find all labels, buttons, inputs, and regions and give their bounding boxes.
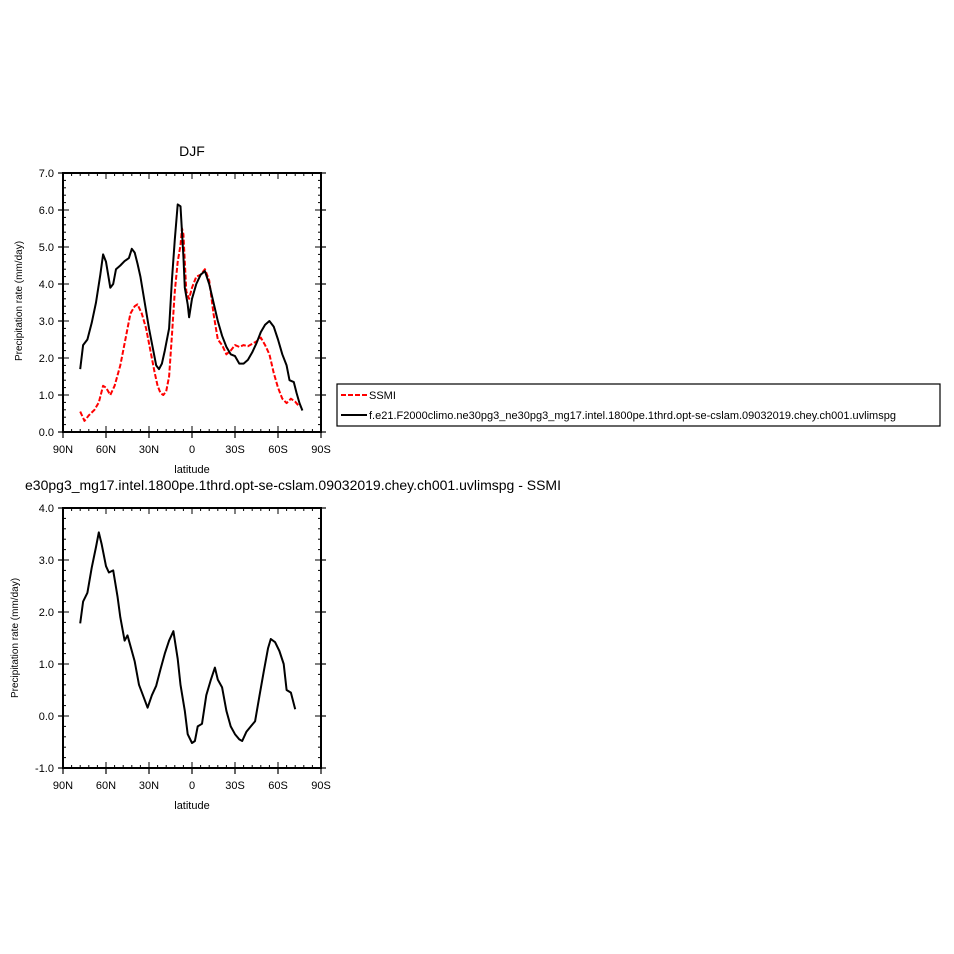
top-panel-x-axis-label: latitude — [174, 464, 209, 476]
top-panel-series — [79, 203, 304, 422]
bottom-x-tick-label: 30S — [225, 780, 245, 792]
top-panel-plot-frame — [62, 172, 322, 433]
top-y-tick-label: 3.0 — [39, 316, 54, 328]
bottom-x-tick-label: 60S — [268, 780, 288, 792]
bottom-panel-title: e30pg3_mg17.intel.1800pe.1thrd.opt-se-cs… — [25, 477, 561, 493]
legend-label-model: f.e21.F2000climo.ne30pg3_ne30pg3_mg17.in… — [369, 410, 896, 422]
bottom-x-tick-label: 90N — [53, 780, 73, 792]
bottom-y-tick-label: 4.0 — [39, 503, 54, 515]
bottom-x-tick-label: 30N — [139, 780, 159, 792]
bottom-x-tick-label: 0 — [189, 780, 195, 792]
top-y-tick-label: 2.0 — [39, 353, 54, 365]
top-y-tick-label: 1.0 — [39, 390, 54, 402]
top-x-tick-label: 60N — [96, 444, 116, 456]
legend-label-ssmi: SSMI — [369, 390, 396, 402]
top-x-tick-label: 90S — [311, 444, 331, 456]
bottom-panel-ticks: 90N 60N 30N 0 30S 60S 90S -1.0 0.0 1.0 2.0 3.0 4.0 — [35, 503, 331, 792]
legend-box — [336, 383, 941, 427]
bottom-series-line-0 — [79, 531, 297, 744]
top-panel-title: DJF — [179, 143, 205, 159]
bottom-panel-x-axis-label: latitude — [174, 800, 209, 812]
top-x-tick-label: 30S — [225, 444, 245, 456]
top-panel: DJF Precipitation rate (mm/day) latitude… — [14, 143, 331, 476]
top-y-tick-label: 7.0 — [39, 168, 54, 180]
bottom-panel-series — [79, 531, 297, 744]
bottom-x-tick-label: 60N — [96, 780, 116, 792]
bottom-y-tick-label: 3.0 — [39, 555, 54, 567]
bottom-panel-y-axis-label: Precipitation rate (mm/day) — [10, 578, 21, 698]
top-series-line-0 — [79, 227, 301, 422]
top-panel-y-axis-label: Precipitation rate (mm/day) — [14, 241, 25, 361]
bottom-y-tick-label: 2.0 — [39, 607, 54, 619]
bottom-y-tick-label: -1.0 — [35, 763, 54, 775]
bottom-panel: e30pg3_mg17.intel.1800pe.1thrd.opt-se-cs… — [10, 477, 561, 812]
top-x-tick-label: 0 — [189, 444, 195, 456]
top-y-tick-label: 0.0 — [39, 427, 54, 439]
legend: SSMI f.e21.F2000climo.ne30pg3_ne30pg3_mg… — [336, 383, 941, 427]
bottom-y-tick-label: 0.0 — [39, 711, 54, 723]
top-y-tick-label: 6.0 — [39, 205, 54, 217]
bottom-x-tick-label: 90S — [311, 780, 331, 792]
top-x-tick-label: 30N — [139, 444, 159, 456]
top-y-tick-label: 5.0 — [39, 242, 54, 254]
top-panel-ticks: 90N 60N 30N 0 30S 60S 90S 0.0 1.0 2.0 3.0 4.0 5.0 6.0… — [39, 168, 331, 456]
top-series-line-1 — [79, 203, 304, 411]
top-y-tick-label: 4.0 — [39, 279, 54, 291]
top-x-tick-label: 90N — [53, 444, 73, 456]
bottom-panel-plot-frame — [62, 507, 322, 769]
top-x-tick-label: 60S — [268, 444, 288, 456]
bottom-y-tick-label: 1.0 — [39, 659, 54, 671]
